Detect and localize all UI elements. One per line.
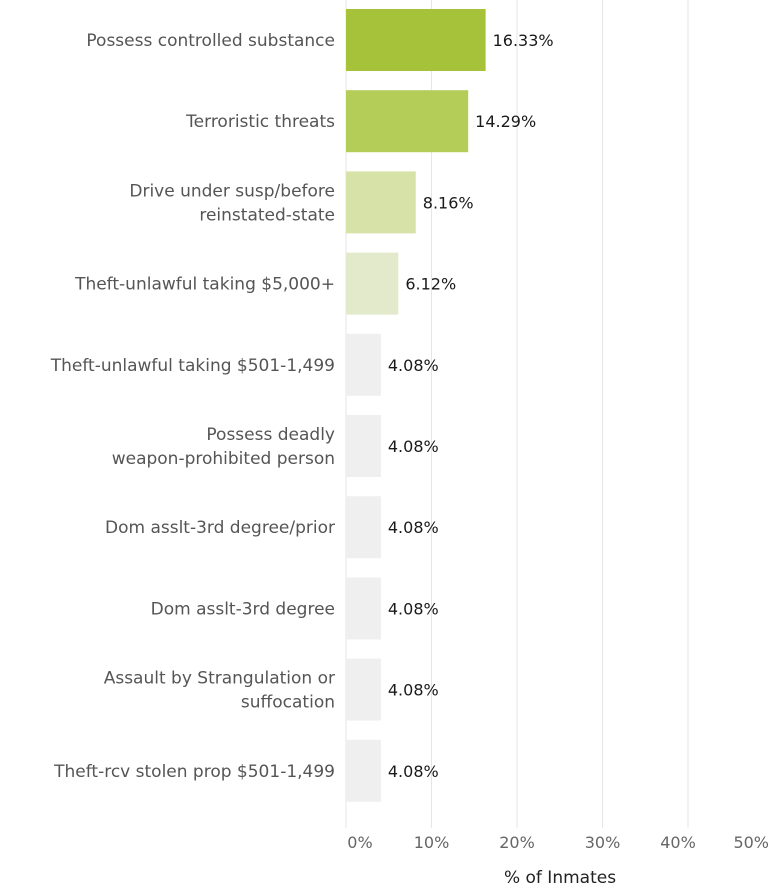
bar (346, 171, 416, 234)
x-tick-label: 30% (585, 833, 621, 852)
category-label: Theft-rcv stolen prop $501-1,499 (53, 762, 335, 782)
x-tick-label: 20% (499, 833, 535, 852)
bar (346, 658, 381, 721)
x-axis-title: % of Inmates (504, 868, 616, 888)
value-label: 4.08% (388, 762, 439, 781)
category-label: Dom asslt-3rd degree/prior (105, 518, 335, 538)
category-label: Theft-unlawful taking $501-1,499 (50, 356, 335, 376)
value-label: 14.29% (475, 112, 536, 131)
value-label: 16.33% (493, 31, 554, 50)
bar (346, 739, 381, 802)
value-label: 4.08% (388, 599, 439, 618)
value-label: 8.16% (423, 193, 474, 212)
bar (346, 90, 469, 153)
value-label: 4.08% (388, 681, 439, 700)
category-label: Possess controlled substance (86, 31, 335, 51)
category-label: Assault by Strangulation or suffocation (104, 669, 335, 713)
x-tick-label: 0% (347, 833, 372, 852)
category-label: Terroristic threats (185, 112, 335, 132)
category-label: Drive under susp/before reinstated-state (129, 181, 335, 225)
category-label: Theft-unlawful taking $5,000+ (74, 275, 335, 295)
bar (346, 415, 381, 477)
value-label: 4.08% (388, 518, 439, 537)
value-label: 4.08% (388, 356, 439, 375)
bar (346, 9, 486, 71)
value-labels: 16.33% 14.29% 8.16% 6.12% 4.08% 4.08% 4.08% 4.0… (388, 31, 554, 781)
bar (346, 577, 381, 640)
bar (346, 333, 381, 396)
x-tick-labels: 0% 10% 20% 30% 40% 50% (347, 833, 769, 852)
category-labels: Possess controlled substance Terroristic … (50, 31, 335, 782)
x-tick-label: 10% (414, 833, 450, 852)
bar (346, 496, 381, 559)
category-label: Dom asslt-3rd degree (151, 599, 335, 619)
category-label: Possess deadly weapon-prohibited person (112, 425, 335, 469)
x-tick-label: 50% (733, 833, 769, 852)
x-tick-label: 40% (660, 833, 696, 852)
value-label: 6.12% (405, 275, 456, 294)
value-label: 4.08% (388, 437, 439, 456)
bars (346, 9, 486, 802)
bar (346, 252, 399, 315)
